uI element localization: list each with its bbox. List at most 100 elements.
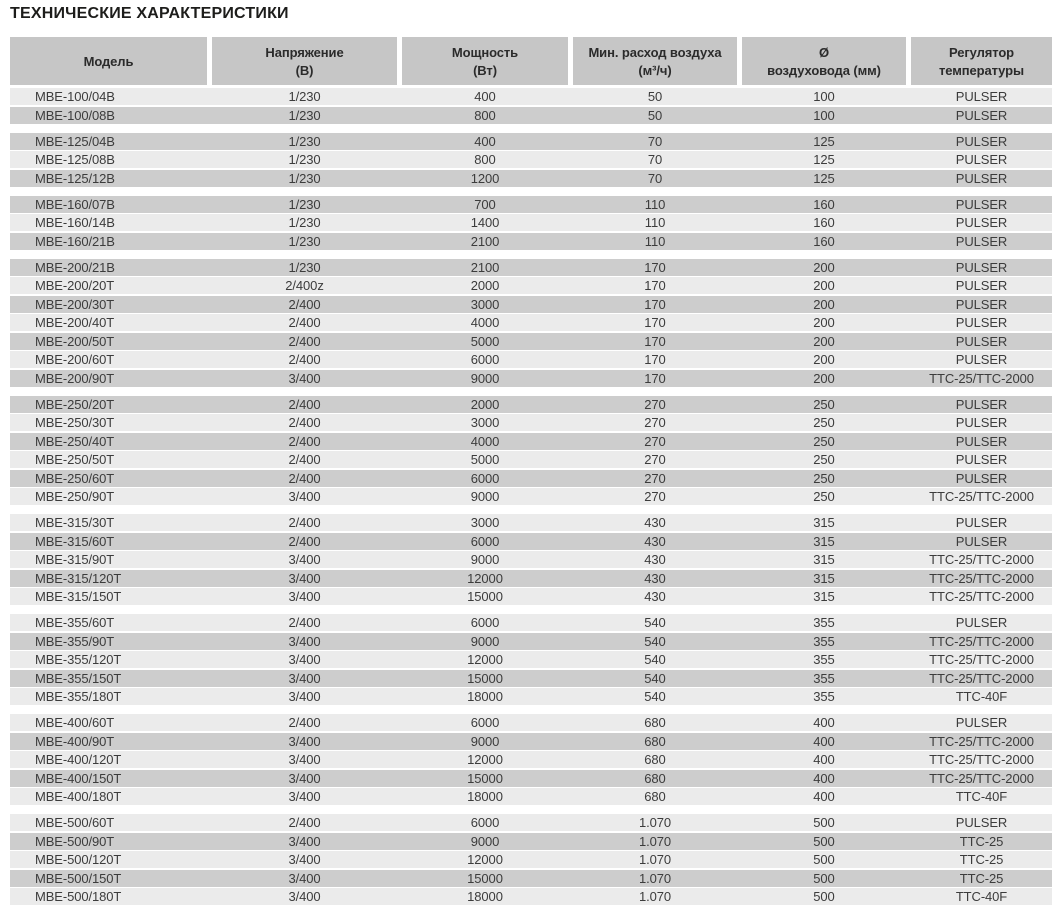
cell-regulator: PULSER [955, 452, 1008, 467]
cell-airflow: 680 [644, 715, 666, 730]
cell-model: MBE-355/120T [35, 652, 122, 667]
cell-voltage: 1/230 [288, 215, 321, 230]
cell-model: MBE-500/60T [35, 815, 115, 830]
cell-model: MBE-500/180T [35, 889, 122, 904]
table-body: MBE-100/04B 1/230 400 50 100 PULSER MBE-100/08… [10, 88, 1052, 905]
cell-model: MBE-355/90T [35, 633, 115, 649]
cell-airflow: 1.070 [638, 870, 672, 886]
cell-diameter: 500 [813, 889, 835, 904]
cell-regulator: PULSER [955, 715, 1008, 730]
cell-model: MBE-200/21B [35, 259, 115, 275]
cell-model: MBE-200/50T [35, 333, 115, 349]
cell-airflow: 270 [644, 489, 666, 504]
cell-voltage: 1/230 [288, 170, 321, 186]
cell-model: MBE-355/180T [35, 689, 122, 704]
column-header-model: Модель [10, 37, 207, 85]
cell-regulator: TTC-25/TTC-2000 [929, 652, 1034, 667]
cell-voltage: 1/230 [288, 89, 321, 104]
cell-regulator: PULSER [955, 278, 1008, 293]
cell-diameter: 250 [813, 433, 835, 449]
table-row: MBE-125/04B 1/230 400 70 125 PULSER [10, 132, 1052, 150]
model-group: MBE-125/04B 1/230 400 70 125 PULSER MBE-125/08… [10, 132, 1052, 187]
table-row: MBE-160/21B 1/230 2100 110 160 PULSER [10, 232, 1052, 250]
cell-model: MBE-200/40T [35, 315, 115, 330]
cell-airflow: 680 [644, 789, 666, 804]
table-row: MBE-400/120T 3/400 12000 680 400 TTC-25/TTC-2… [10, 751, 1052, 768]
cell-airflow: 430 [644, 515, 666, 530]
cell-model: MBE-250/20T [35, 396, 115, 412]
cell-diameter: 315 [813, 533, 835, 549]
model-group: MBE-100/04B 1/230 400 50 100 PULSER MBE-100/08… [10, 88, 1052, 124]
cell-diameter: 500 [813, 815, 835, 830]
cell-power: 15000 [467, 670, 503, 686]
cell-regulator: PULSER [955, 215, 1008, 230]
column-header-voltage-line2: (В) [295, 62, 314, 78]
cell-diameter: 125 [813, 152, 835, 167]
cell-diameter: 200 [813, 370, 835, 386]
cell-diameter: 125 [813, 133, 835, 149]
cell-regulator: PULSER [955, 296, 1008, 312]
page-title: ТЕХНИЧЕСКИЕ ХАРАКТЕРИСТИКИ [10, 5, 289, 22]
cell-regulator: PULSER [955, 533, 1008, 549]
column-header-diameter-line2: воздуховода (мм) [767, 62, 881, 78]
cell-power: 6000 [470, 533, 500, 549]
cell-diameter: 355 [813, 689, 835, 704]
cell-voltage: 1/230 [288, 259, 321, 275]
cell-model: MBE-315/150T [35, 589, 122, 604]
cell-model: MBE-400/90T [35, 733, 115, 749]
cell-power: 700 [474, 196, 496, 212]
table-row: MBE-200/30T 2/400 3000 170 200 PULSER [10, 295, 1052, 313]
model-group: MBE-160/07B 1/230 700 110 160 PULSER MBE-160/1… [10, 195, 1052, 250]
table-row: MBE-100/04B 1/230 400 50 100 PULSER [10, 88, 1052, 105]
table-row: MBE-400/150T 3/400 15000 680 400 TTC-25/TTC-2… [10, 769, 1052, 787]
cell-voltage: 2/400 [288, 470, 321, 486]
cell-model: MBE-315/120T [35, 570, 122, 586]
cell-model: MBE-200/90T [35, 370, 115, 386]
cell-airflow: 540 [644, 652, 666, 667]
cell-power: 6000 [470, 470, 500, 486]
cell-voltage: 2/400 [288, 433, 321, 449]
cell-voltage: 3/400 [288, 889, 321, 904]
cell-regulator: TTC-40F [955, 789, 1008, 804]
cell-airflow: 540 [644, 670, 666, 686]
cell-model: MBE-250/40T [35, 433, 115, 449]
cell-regulator: TTC-25/TTC-2000 [929, 670, 1034, 686]
cell-regulator: PULSER [955, 470, 1008, 486]
table-row: MBE-500/150T 3/400 15000 1.070 500 TTC-25 [10, 869, 1052, 887]
table-row: MBE-160/14B 1/230 1400 110 160 PULSER [10, 214, 1052, 231]
cell-power: 400 [474, 89, 496, 104]
cell-voltage: 3/400 [288, 789, 321, 804]
column-header-airflow: Мин. расход воздуха (м³/ч) [573, 37, 737, 85]
cell-regulator: PULSER [955, 515, 1008, 530]
cell-diameter: 315 [813, 589, 835, 604]
cell-power: 18000 [467, 789, 503, 804]
table-row: MBE-200/60T 2/400 6000 170 200 PULSER [10, 351, 1052, 368]
cell-regulator: TTC-25 [959, 870, 1004, 886]
cell-voltage: 2/400 [288, 396, 321, 412]
table-row: MBE-355/120T 3/400 12000 540 355 TTC-25/TTC-2… [10, 651, 1052, 668]
cell-voltage: 2/400 [288, 296, 321, 312]
cell-airflow: 70 [647, 170, 663, 186]
cell-diameter: 250 [813, 396, 835, 412]
cell-airflow: 680 [644, 733, 666, 749]
cell-regulator: TTC-25/TTC-2000 [929, 752, 1034, 767]
table-row: MBE-500/60T 2/400 6000 1.070 500 PULSER [10, 814, 1052, 831]
cell-regulator: TTC-25/TTC-2000 [929, 770, 1034, 786]
cell-power: 1400 [470, 215, 500, 230]
cell-airflow: 680 [644, 770, 666, 786]
cell-regulator: PULSER [955, 196, 1008, 212]
cell-regulator: PULSER [955, 333, 1008, 349]
cell-diameter: 200 [813, 352, 835, 367]
cell-diameter: 200 [813, 278, 835, 293]
cell-airflow: 170 [644, 370, 666, 386]
cell-power: 6000 [470, 815, 500, 830]
cell-power: 12000 [467, 652, 503, 667]
table-row: MBE-200/90T 3/400 9000 170 200 TTC-25/TTC-200… [10, 369, 1052, 387]
cell-diameter: 160 [813, 215, 835, 230]
cell-model: MBE-250/90T [35, 489, 115, 504]
column-header-diameter-line1: Ø [818, 44, 829, 60]
cell-airflow: 430 [644, 570, 666, 586]
cell-diameter: 355 [813, 615, 835, 630]
cell-power: 6000 [470, 715, 500, 730]
cell-model: MBE-125/04B [35, 133, 115, 149]
